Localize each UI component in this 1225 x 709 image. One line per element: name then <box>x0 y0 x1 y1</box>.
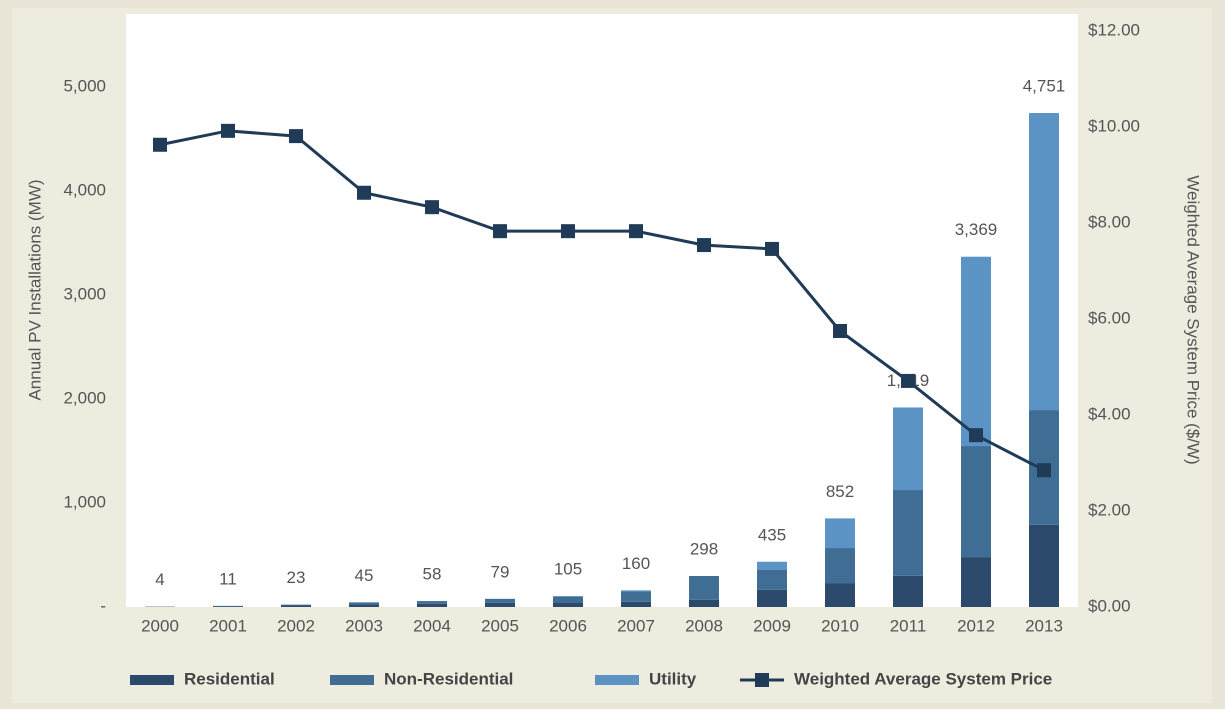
x-tick-label: 2009 <box>753 616 791 635</box>
total-label: 11 <box>219 569 237 588</box>
bar-segment <box>417 601 447 604</box>
plot-area <box>126 14 1078 607</box>
legend-label: Utility <box>649 669 697 688</box>
legend-swatch <box>130 675 174 685</box>
x-tick-label: 2013 <box>1025 616 1063 635</box>
total-label: 298 <box>690 540 718 559</box>
bar-segment <box>961 557 991 607</box>
legend-swatch <box>330 675 374 685</box>
x-tick-label: 2002 <box>277 616 315 635</box>
bar-segment <box>485 598 515 603</box>
total-label: 45 <box>355 566 374 585</box>
bar-segment <box>825 548 855 584</box>
bar-segment <box>757 589 787 607</box>
price-marker <box>425 200 439 215</box>
price-marker <box>221 123 235 138</box>
y2-tick-label: $12.00 <box>1088 20 1140 39</box>
total-label: 435 <box>758 525 786 544</box>
bar-segment <box>281 605 311 607</box>
bar-segment <box>1029 524 1059 607</box>
x-tick-label: 2010 <box>821 616 859 635</box>
legend-label: Non-Residential <box>384 669 513 688</box>
price-line <box>159 129 1045 472</box>
y-tick-label: 5,000 <box>63 77 106 96</box>
total-label: 58 <box>423 564 442 583</box>
y-tick-label: 1,000 <box>63 493 106 512</box>
price-marker <box>833 324 847 338</box>
legend-label: Residential <box>184 669 275 688</box>
x-tick-label: 2007 <box>617 616 655 635</box>
price-marker <box>765 241 779 256</box>
bar-segment <box>417 603 447 607</box>
total-label: 4,751 <box>1023 77 1066 96</box>
legend-marker <box>755 673 769 687</box>
x-tick-label: 2003 <box>345 616 383 635</box>
y2-axis-title: Weighted Average System Price ($/W) <box>1184 175 1203 464</box>
bar-segment <box>689 576 719 600</box>
bar-segment <box>621 590 651 592</box>
x-tick-label: 2008 <box>685 616 723 635</box>
x-tick-label: 2006 <box>549 616 587 635</box>
x-tick-label: 2011 <box>890 616 927 635</box>
price-marker <box>289 129 303 144</box>
y-tick-label: 3,000 <box>63 285 106 304</box>
x-tick-label: 2005 <box>481 616 519 635</box>
total-label: 105 <box>554 560 582 579</box>
bar-segment <box>689 599 719 607</box>
bar-segment <box>553 596 583 603</box>
bar-segment <box>757 569 787 590</box>
price-marker <box>153 137 167 152</box>
x-tick-label: 2004 <box>413 616 451 635</box>
bar-segment <box>1029 113 1059 411</box>
price-marker <box>493 224 507 239</box>
price-marker <box>901 373 915 388</box>
y-tick-label: - <box>100 596 106 615</box>
bar-segment <box>213 606 243 607</box>
price-marker <box>1037 463 1051 478</box>
y2-tick-label: $2.00 <box>1088 500 1131 519</box>
total-label: 4 <box>155 570 164 589</box>
total-label: 160 <box>622 554 650 573</box>
legend-label: Weighted Average System Price <box>794 669 1052 688</box>
y2-tick-label: $4.00 <box>1088 404 1131 423</box>
bar-segment <box>757 561 787 570</box>
bar-segment <box>553 596 583 597</box>
bar-segment <box>349 602 379 605</box>
x-tick-label: 2001 <box>209 616 247 635</box>
price-marker <box>561 224 575 239</box>
y2-tick-label: $10.00 <box>1088 116 1140 135</box>
y-axis-title: Annual PV Installations (MW) <box>25 179 44 400</box>
bar-segment <box>825 518 855 549</box>
bar-segment <box>961 446 991 558</box>
total-label: 79 <box>491 562 510 581</box>
bar-segment <box>281 604 311 606</box>
price-marker <box>629 224 643 239</box>
x-tick-label: 2012 <box>957 616 995 635</box>
total-label: 3,369 <box>955 220 998 239</box>
price-marker <box>969 428 983 443</box>
bar-segment <box>893 490 923 576</box>
bar-segment <box>621 601 651 607</box>
bar-segment <box>553 602 583 607</box>
y2-tick-label: $0.00 <box>1088 596 1131 615</box>
bar-segment <box>621 591 651 602</box>
bar-segment <box>961 256 991 447</box>
y-tick-label: 2,000 <box>63 389 106 408</box>
y-tick-label: 4,000 <box>63 181 106 200</box>
total-label: 852 <box>826 482 854 501</box>
y2-tick-label: $6.00 <box>1088 308 1131 327</box>
bar-segment <box>893 575 923 607</box>
bar-segment <box>349 604 379 607</box>
price-marker <box>357 185 371 200</box>
y2-tick-label: $8.00 <box>1088 212 1131 231</box>
bar-segment <box>893 407 923 491</box>
bar-segment <box>825 583 855 607</box>
price-marker <box>697 238 711 253</box>
total-label: 23 <box>287 568 306 587</box>
bar-segment <box>485 602 515 607</box>
x-tick-label: 2000 <box>141 616 179 635</box>
legend-swatch <box>595 675 639 685</box>
